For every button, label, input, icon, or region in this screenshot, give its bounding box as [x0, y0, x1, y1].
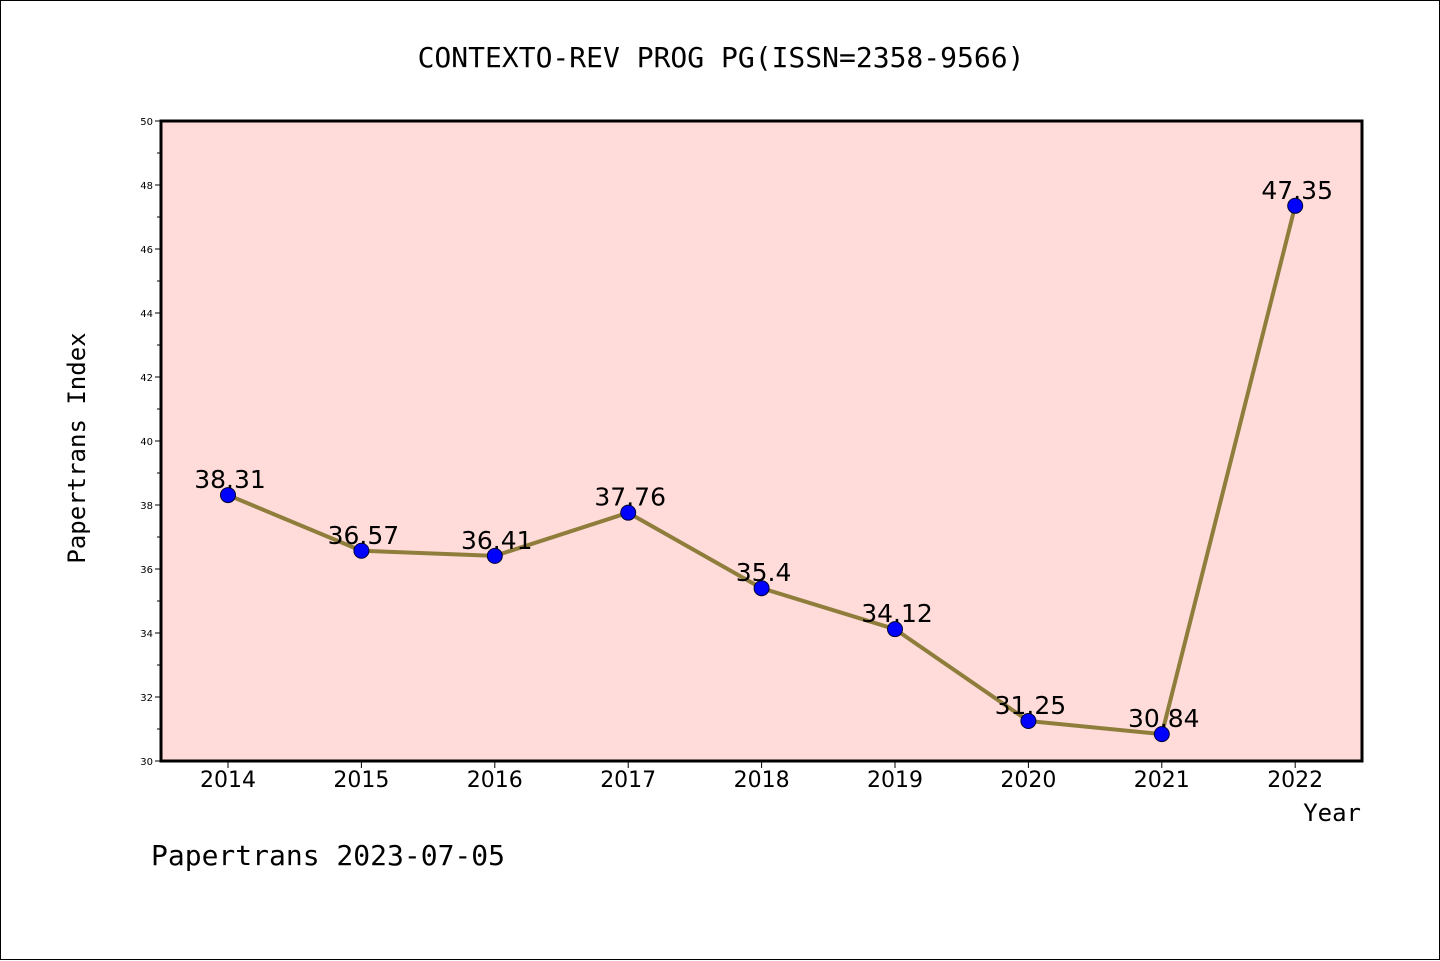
y-tick-label: 34	[140, 629, 153, 640]
data-label: 36.41	[461, 526, 533, 555]
x-tick-label: 2019	[867, 768, 923, 793]
x-tick-label: 2021	[1134, 768, 1190, 793]
y-axis: 30 32 34 36 38 40 42 44 46 48 50	[140, 117, 161, 768]
data-label: 37.76	[594, 483, 666, 512]
data-labels: 38.31 36.57 36.41 37.76 35.4 34.12 31.25 30.84 4…	[194, 176, 1333, 733]
plot-border	[159, 119, 1364, 763]
data-point	[620, 504, 637, 521]
y-tick-label: 32	[140, 693, 153, 704]
data-label: 34.12	[861, 599, 933, 628]
data-label: 35.4	[736, 558, 792, 587]
x-axis-label: Year	[1303, 799, 1361, 827]
x-tick-label: 2018	[734, 768, 790, 793]
y-tick-label: 50	[140, 117, 153, 128]
data-label: 36.57	[328, 521, 400, 550]
y-tick-label: 40	[140, 437, 153, 448]
x-tick-label: 2017	[600, 768, 656, 793]
y-tick-label: 36	[140, 565, 153, 576]
data-point	[486, 547, 503, 564]
y-tick-label: 42	[140, 373, 153, 384]
x-axis: 2014 2015 2016 2017 2018 2019 2020 2021 2022	[200, 761, 1323, 793]
x-tick-label: 2015	[333, 768, 389, 793]
x-tick-label: 2022	[1267, 768, 1323, 793]
data-point	[1153, 726, 1170, 743]
data-points	[220, 197, 1304, 743]
data-point	[753, 580, 770, 597]
data-point	[1020, 713, 1037, 729]
plot-area	[161, 121, 1362, 761]
x-tick-label: 2016	[467, 768, 523, 793]
x-tick-label: 2020	[1000, 768, 1056, 793]
y-tick-label: 38	[140, 501, 153, 512]
data-label: 30.84	[1128, 704, 1200, 733]
data-label: 47.35	[1261, 176, 1333, 205]
data-label: 31.25	[995, 691, 1067, 720]
y-axis-label: Papertrans Index	[63, 332, 91, 563]
data-label: 38.31	[194, 465, 266, 494]
data-point	[1287, 197, 1304, 214]
y-tick-label: 44	[140, 309, 153, 320]
footer-date: Papertrans 2023-07-05	[151, 839, 505, 872]
chart-title: CONTEXTO-REV PROG PG(ISSN=2358-9566)	[418, 41, 1025, 74]
y-tick-label: 46	[140, 245, 153, 256]
y-tick-label: 30	[140, 757, 153, 768]
data-point	[220, 487, 236, 504]
x-tick-label: 2014	[200, 768, 256, 793]
data-point	[887, 621, 903, 638]
y-tick-label: 48	[140, 181, 153, 192]
data-point	[353, 542, 370, 559]
